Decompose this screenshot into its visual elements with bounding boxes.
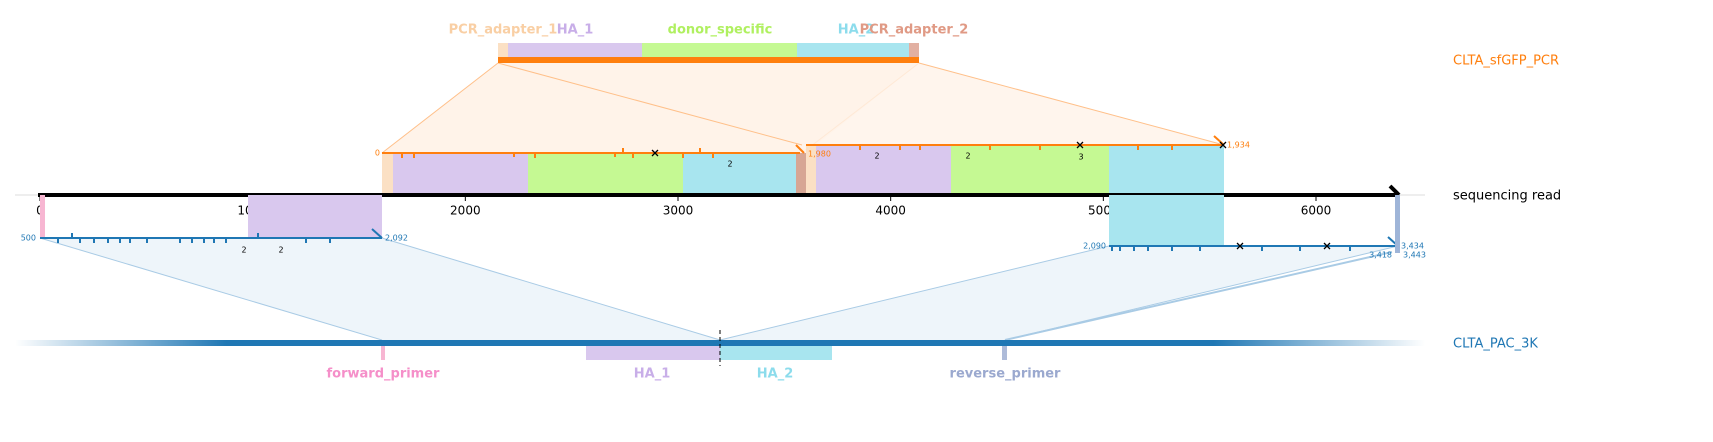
count: 2 [874, 152, 879, 161]
alignment-end: 1,934 [1227, 141, 1250, 150]
projections [39, 62, 1399, 341]
reference-name: CLTA_PAC_3K [1453, 337, 1538, 352]
feature-label: reverse_primer [950, 367, 1062, 382]
tick-label: 6000 [1301, 204, 1332, 218]
alignment-end: 3,418 [1369, 251, 1392, 260]
tick-label: 3000 [663, 204, 694, 218]
count: 2 [278, 246, 283, 255]
alignment-end: 0 [375, 149, 380, 158]
tick-label: 4000 [875, 204, 906, 218]
reference-name: sequencing read [1453, 189, 1561, 204]
top-alignments [382, 135, 1227, 195]
count: 2 [727, 160, 732, 169]
count: 2 [241, 246, 246, 255]
alignment-end: 500 [21, 234, 36, 243]
alignment-end: 2,090 [1083, 242, 1106, 251]
feature-label: HA_2 [838, 23, 875, 38]
reference-name: CLTA_sfGFP_PCR [1453, 54, 1559, 69]
alignment-end: 2,092 [385, 234, 408, 243]
feature-label: HA_1 [634, 367, 671, 382]
top-reference [498, 43, 919, 63]
feature-label: forward_primer [327, 367, 441, 382]
feature-label: PCR_adapter_1 [449, 23, 558, 38]
count: 3 [1078, 153, 1083, 162]
bottom-alignments [40, 195, 1400, 253]
read-arrow [1388, 184, 1401, 197]
alignment-end: 3,434 [1401, 242, 1424, 251]
bottom-reference [15, 330, 1425, 366]
feature-label: PCR_adapter_2 [860, 23, 969, 38]
count: 2 [965, 152, 970, 161]
feature-label: HA_2 [757, 367, 794, 382]
tick-label: 2000 [450, 204, 481, 218]
alignment-end: 3,443 [1403, 251, 1426, 260]
feature-label: donor_specific [668, 23, 773, 38]
feature-label: HA_1 [557, 23, 594, 38]
alignment-end: 1,980 [808, 150, 831, 159]
